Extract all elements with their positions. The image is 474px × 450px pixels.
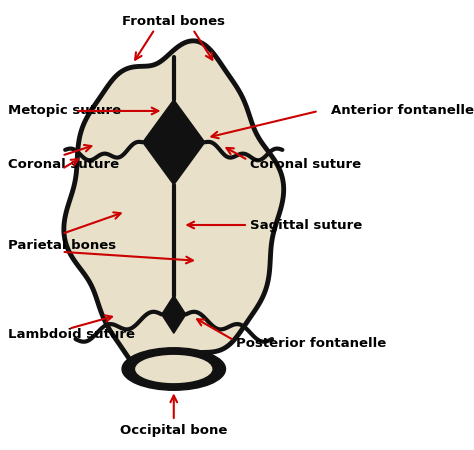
Text: Lambdoid suture: Lambdoid suture	[8, 328, 135, 341]
Text: Coronal suture: Coronal suture	[8, 158, 119, 171]
Text: Metopic suture: Metopic suture	[8, 104, 121, 117]
Polygon shape	[64, 41, 283, 378]
Text: Coronal suture: Coronal suture	[250, 158, 361, 171]
Text: Parietal bones: Parietal bones	[8, 238, 117, 252]
Ellipse shape	[122, 348, 226, 390]
Ellipse shape	[136, 356, 212, 382]
Text: Posterior fontanelle: Posterior fontanelle	[236, 337, 386, 350]
Text: Anterior fontanelle: Anterior fontanelle	[331, 104, 474, 117]
Text: Frontal bones: Frontal bones	[122, 15, 225, 28]
Polygon shape	[143, 100, 205, 185]
Text: Occipital bone: Occipital bone	[120, 424, 228, 437]
Text: Sagittal suture: Sagittal suture	[250, 219, 362, 231]
Polygon shape	[162, 296, 186, 333]
